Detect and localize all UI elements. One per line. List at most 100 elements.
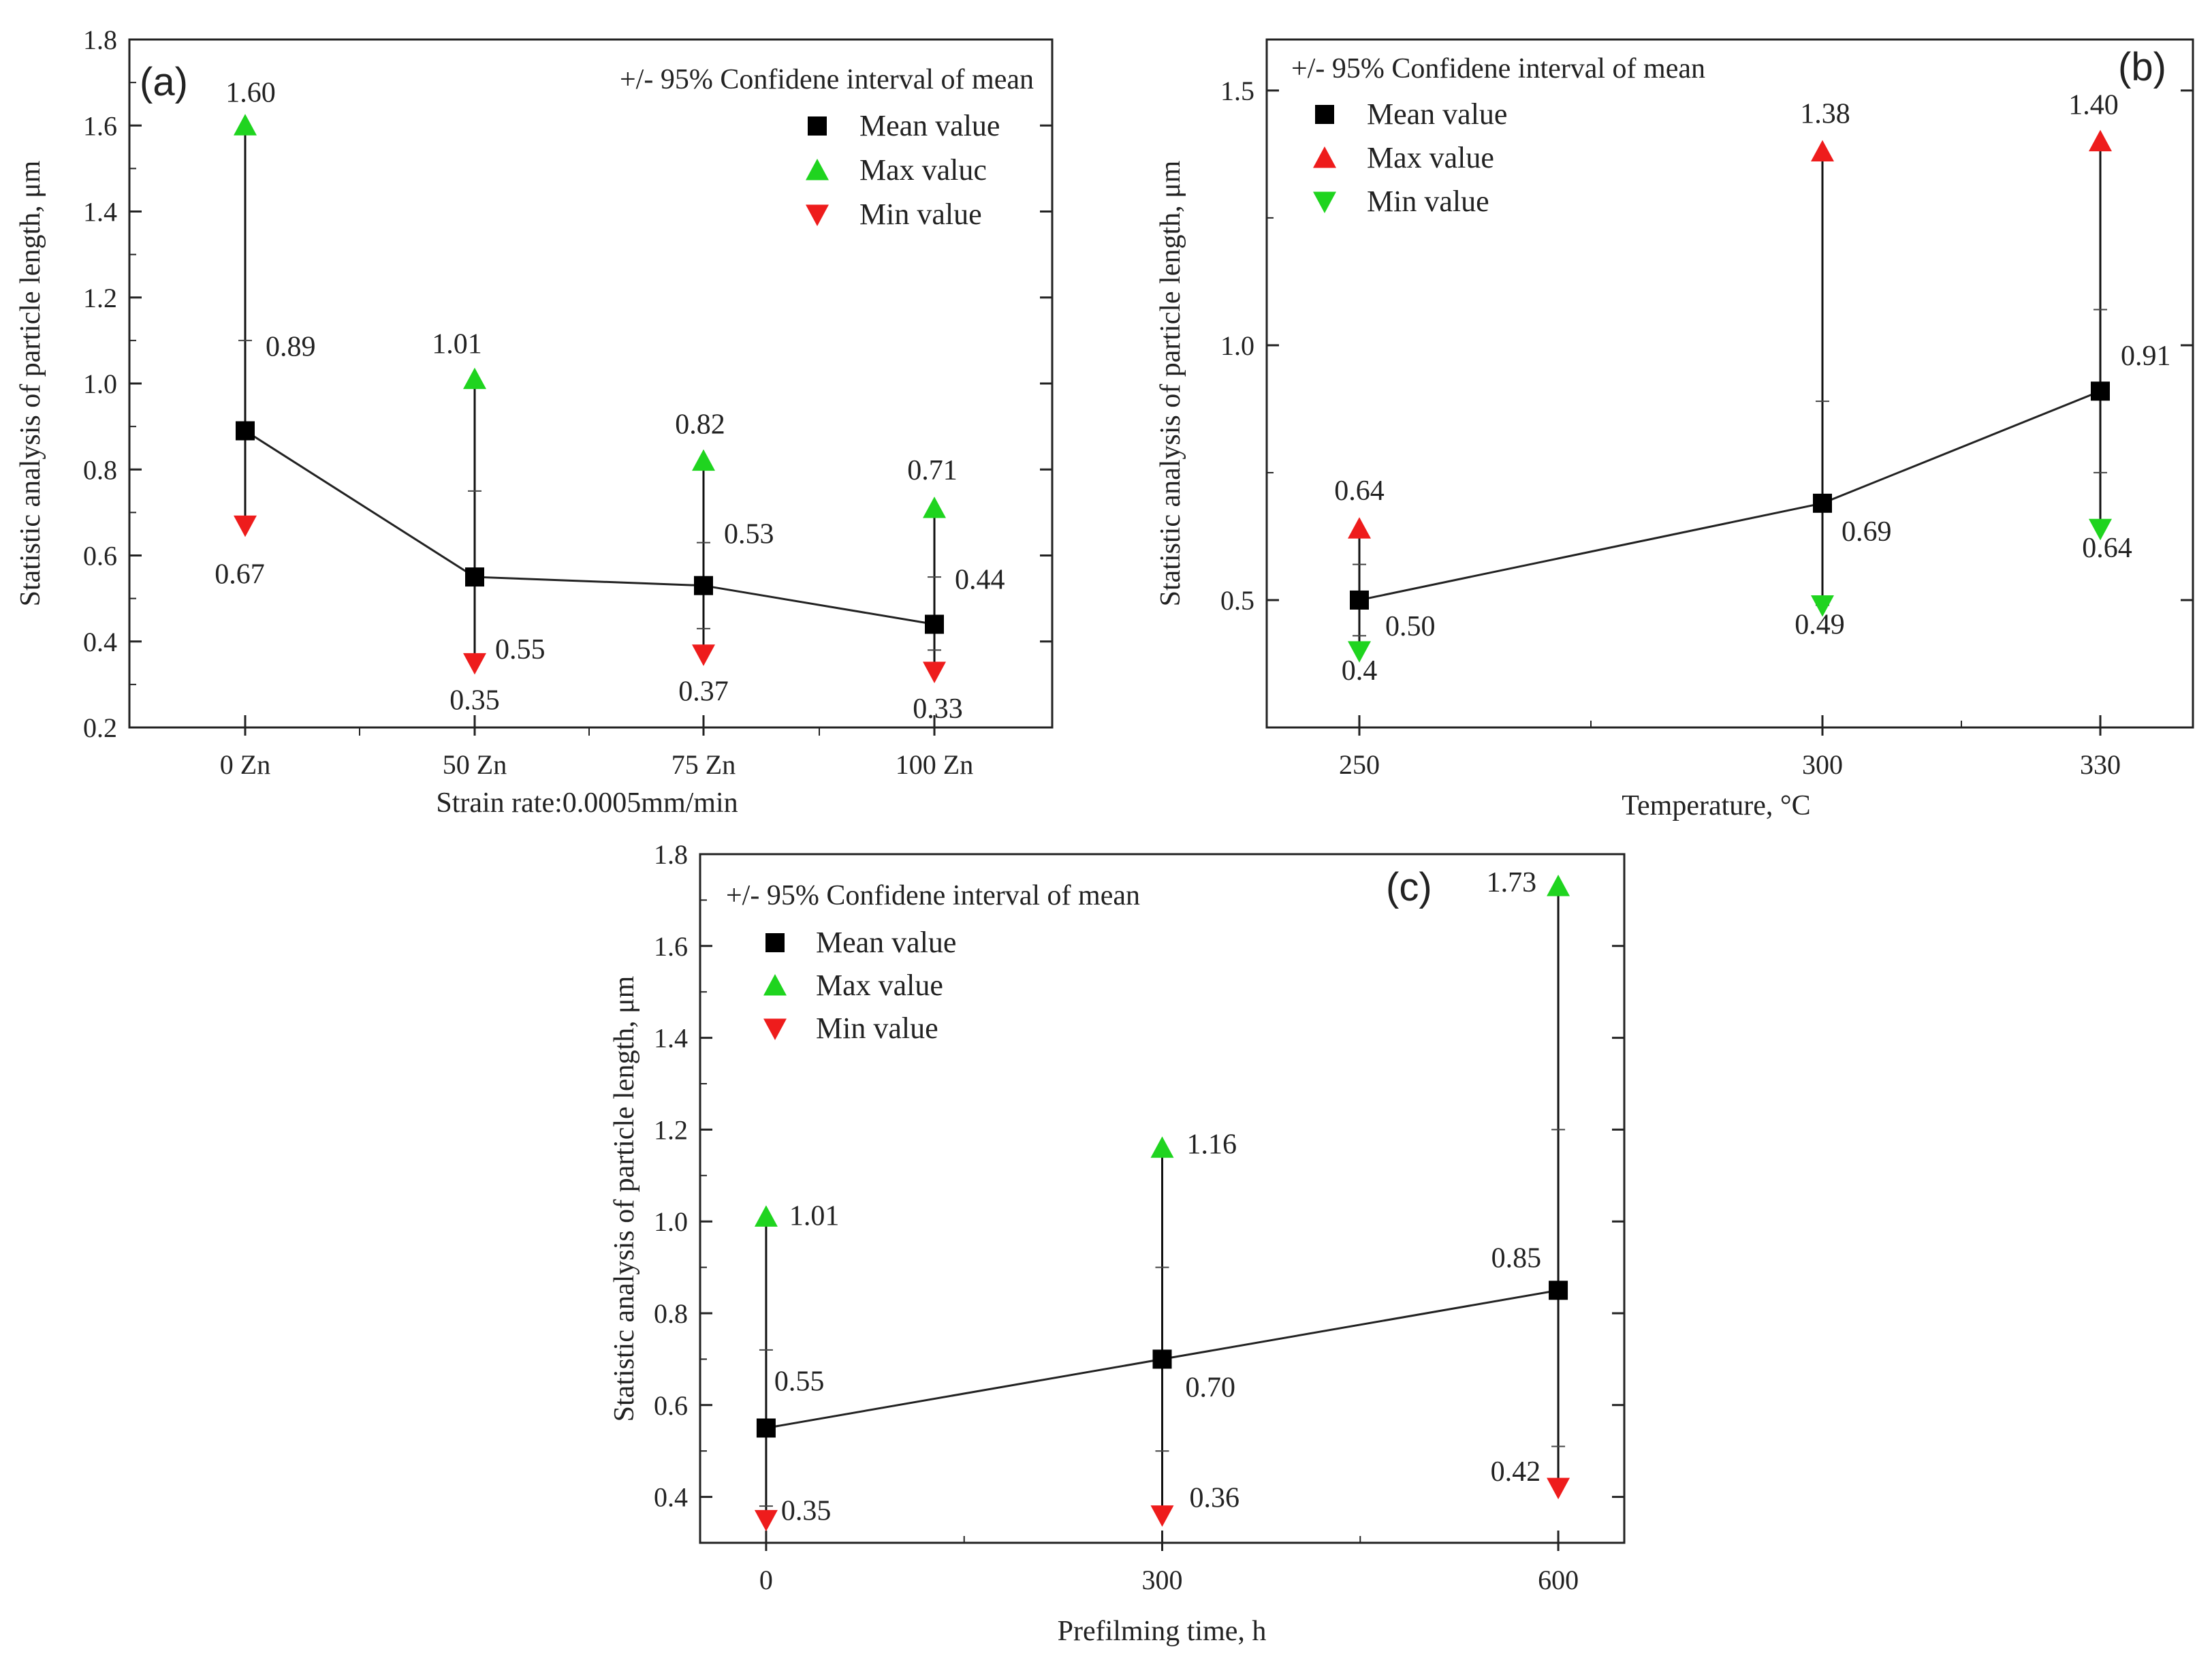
chart-b-legend-marker	[1313, 146, 1336, 168]
chart-a-ytick-label: 0.4	[83, 627, 117, 657]
chart-c-max-data-label: 1.16	[1187, 1129, 1237, 1160]
chart-c-legend-marker	[765, 933, 785, 952]
chart-a-ytick-label: 0.6	[83, 541, 117, 571]
chart-c-mean-data-label: 0.85	[1491, 1242, 1542, 1274]
chart-c-ytick-label: 0.6	[654, 1390, 688, 1421]
chart-a-legend-label: Mean value	[859, 109, 1000, 142]
chart-c-ytick-label: 1.8	[654, 839, 688, 870]
chart-a-ytick-label: 0.8	[83, 454, 117, 485]
chart-c-ylabel: Statistic analysis of particle length, μ…	[609, 975, 640, 1422]
chart-panel-c: 0.4 0.6 0.8 1.0 1.2 1.4 1.6 1.8 0 300 600 0.55 0.70 0…	[572, 838, 1662, 1662]
chart-c-svg: 0.4 0.6 0.8 1.0 1.2 1.4 1.6 1.8 0 300 600 0.55 0.70 0…	[609, 839, 1626, 1647]
chart-a-xtick-label: 0 Zn	[220, 749, 270, 780]
chart-c-ytick-label: 1.0	[654, 1206, 688, 1237]
chart-b-max-point	[1348, 517, 1371, 539]
chart-b-mean-point	[1350, 590, 1369, 610]
chart-a-mean-data-label: 0.89	[266, 331, 316, 362]
chart-a-max-point	[692, 449, 715, 471]
chart-b-min-point	[1348, 641, 1371, 663]
chart-b-mean-point	[1813, 493, 1832, 513]
chart-c-xtick-label: 300	[1142, 1565, 1183, 1595]
chart-b-min-data-label: 0.64	[2082, 533, 2132, 564]
chart-a-ytick-label: 0.2	[83, 712, 117, 743]
chart-a-legend-marker	[806, 159, 829, 181]
chart-b-legend-label: Min value	[1367, 185, 1489, 218]
chart-b-mean-data-label: 0.91	[2121, 341, 2171, 372]
chart-a-max-point	[463, 367, 486, 390]
chart-c-ytick-label: 1.2	[654, 1114, 688, 1145]
chart-b-mean-point	[2091, 381, 2110, 401]
chart-c-ytick-label: 1.6	[654, 931, 688, 962]
chart-a-plot-frame	[128, 38, 1054, 729]
chart-b-ytick-label: 1.0	[1220, 330, 1254, 361]
chart-c-mean-point	[1549, 1281, 1568, 1300]
chart-a-legend-title: +/- 95% Confidene interval of mean	[620, 64, 1034, 95]
chart-b-mean-line	[1359, 390, 2101, 601]
chart-b-legend-marker	[1313, 191, 1336, 213]
chart-c-min-point	[754, 1509, 778, 1532]
chart-a-mean-point	[925, 614, 944, 634]
chart-a-max-data-label: 1.01	[432, 329, 482, 360]
chart-b-ytick-label: 0.5	[1220, 585, 1254, 616]
chart-b-mean-data-label: 0.69	[1842, 516, 1892, 548]
chart-c-min-data-label: 0.35	[781, 1495, 832, 1526]
chart-c-legend-title: +/- 95% Confidene interval of mean	[726, 880, 1140, 911]
chart-a-xtick-label: 75 Zn	[672, 749, 736, 780]
chart-a-mean-point	[465, 567, 484, 587]
chart-a-max-data-label: 1.60	[225, 77, 276, 108]
chart-c-xtick-label: 600	[1538, 1565, 1579, 1595]
chart-a-max-data-label: 0.82	[675, 409, 725, 441]
chart-a-min-data-label: 0.37	[678, 676, 729, 708]
chart-a-max-point	[923, 497, 946, 518]
chart-c-mean-point	[1152, 1349, 1172, 1369]
chart-a-min-point	[692, 644, 715, 666]
chart-a-mean-data-label: 0.53	[724, 519, 774, 550]
chart-c-max-point	[754, 1205, 778, 1227]
chart-c-min-data-label: 0.36	[1190, 1483, 1240, 1514]
chart-a-mean-data-label: 0.55	[495, 634, 546, 665]
chart-b-ytick-label: 1.5	[1220, 76, 1254, 106]
chart-c-legend-marker	[763, 974, 787, 996]
chart-a-min-point	[923, 661, 946, 683]
chart-b-ylabel: Statistic analysis of particle length, μ…	[1155, 160, 1186, 606]
chart-a-legend-label: Min value	[859, 198, 982, 231]
chart-c-min-point	[1547, 1477, 1570, 1500]
chart-b-legend-label: Mean value	[1367, 97, 1507, 131]
chart-c-xlabel: Prefilming time, h	[1058, 1616, 1267, 1647]
chart-a-ytick-label: 1.2	[83, 283, 117, 313]
chart-b-max-point	[2089, 129, 2112, 152]
chart-c-ytick-label: 0.8	[654, 1298, 688, 1329]
chart-a-ytick-label: 1.4	[83, 197, 117, 228]
chart-a-min-data-label: 0.35	[449, 685, 500, 716]
chart-a-xlabel: Strain rate:0.0005mm/min	[436, 787, 738, 819]
chart-a-mean-data-label: 0.44	[955, 565, 1005, 596]
chart-a-ytick-label: 1.8	[83, 25, 117, 55]
chart-c-legend-marker	[763, 1018, 787, 1040]
chart-c-mean-data-label: 0.70	[1186, 1372, 1236, 1403]
chart-a-legend-marker	[808, 116, 827, 136]
chart-a-min-point	[234, 515, 257, 537]
chart-panel-b: 0.5 1.0 1.5 250 300 330 0.50 0.69 0.91 0.64 1.38 1.…	[1117, 0, 2207, 838]
chart-c-ytick-label: 1.4	[654, 1023, 688, 1054]
chart-a-legend-label: Max valuc	[859, 153, 987, 187]
chart-c-max-data-label: 1.73	[1487, 867, 1537, 898]
chart-b-legend-marker	[1315, 105, 1334, 124]
chart-b-min-point	[1811, 595, 1834, 617]
chart-c-legend-label: Min value	[816, 1012, 938, 1045]
chart-a-min-data-label: 0.33	[913, 693, 963, 725]
chart-a-min-point	[463, 653, 486, 675]
chart-a-xtick-label: 50 Zn	[443, 749, 507, 780]
chart-b-xlabel: Temperature, °C	[1622, 790, 1810, 821]
chart-b-max-data-label: 1.38	[1800, 99, 1850, 130]
chart-c-mean-data-label: 0.55	[774, 1366, 825, 1398]
chart-c-ytick-label: 0.4	[654, 1482, 688, 1513]
chart-a-max-point	[234, 114, 257, 136]
chart-a-ytick-label: 1.0	[83, 369, 117, 399]
chart-c-max-point	[1547, 875, 1570, 896]
chart-b-plot-frame	[1265, 38, 2194, 729]
chart-c-max-point	[1150, 1136, 1174, 1158]
chart-a-ylabel: Statistic analysis of particle length, μ…	[15, 160, 46, 606]
chart-a-mean-point	[236, 421, 255, 441]
chart-c-legend-label: Max value	[816, 969, 943, 1002]
chart-b-max-point	[1811, 140, 1834, 162]
